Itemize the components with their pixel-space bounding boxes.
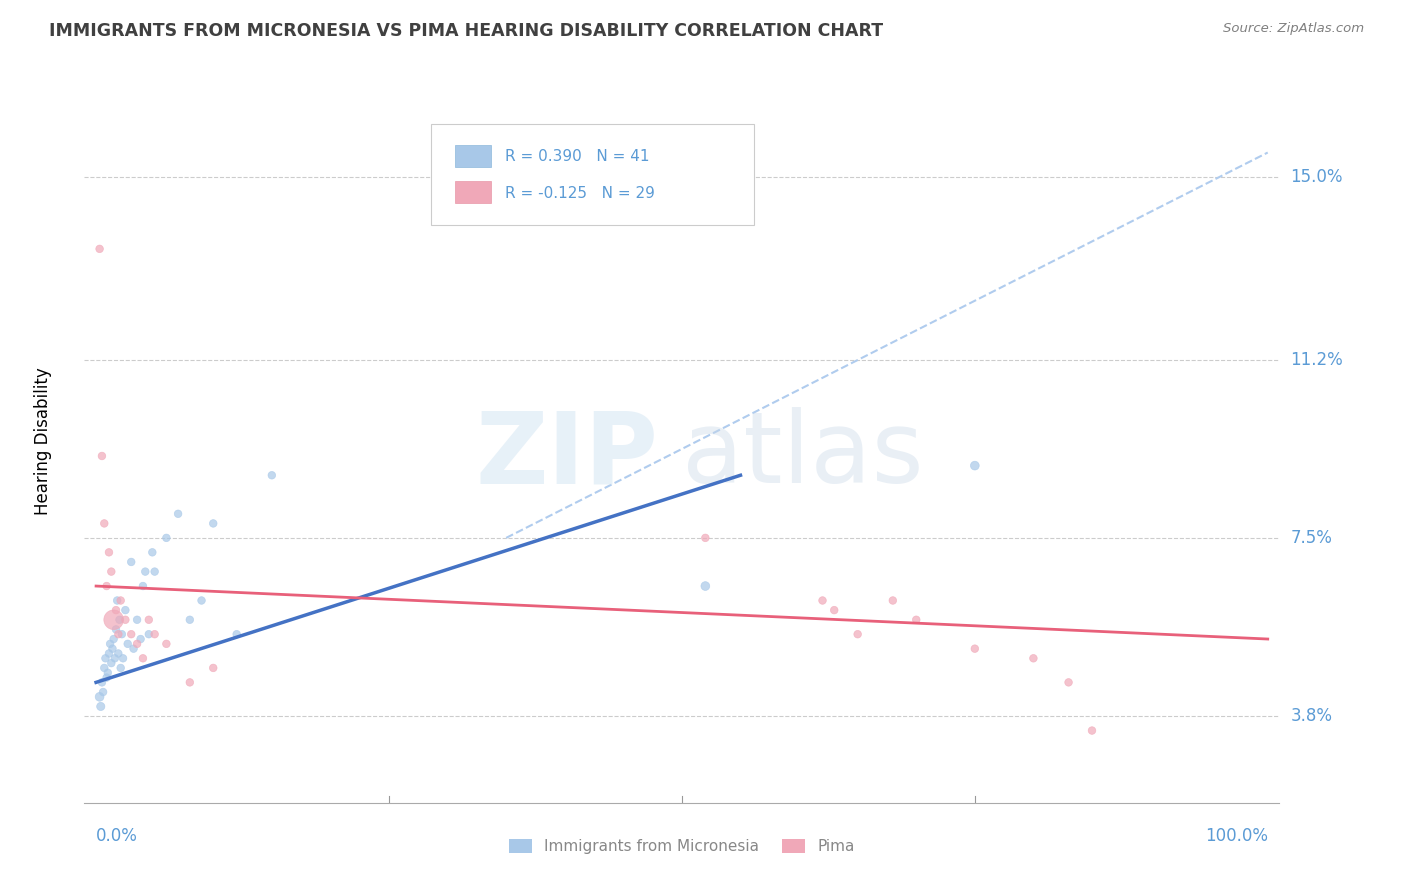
Point: [96, 671, 118, 685]
Point: [129, 632, 152, 646]
Point: [105, 603, 127, 617]
Point: [93, 516, 115, 531]
Point: [94, 651, 117, 665]
Point: [190, 593, 212, 607]
Point: [112, 651, 135, 665]
Point: [963, 458, 986, 473]
Point: [105, 593, 128, 607]
Point: [91, 685, 114, 699]
Text: 15.0%: 15.0%: [1291, 168, 1343, 186]
Point: [225, 627, 247, 641]
Point: [695, 579, 717, 593]
Point: [138, 613, 160, 627]
Point: [134, 565, 156, 579]
Text: atlas: atlas: [682, 408, 924, 505]
Point: [96, 579, 118, 593]
Point: [202, 661, 225, 675]
Point: [114, 603, 136, 617]
Point: [89, 242, 111, 256]
Point: [179, 675, 201, 690]
Point: [107, 627, 129, 641]
FancyBboxPatch shape: [432, 124, 754, 225]
Point: [179, 613, 201, 627]
Point: [127, 637, 149, 651]
Point: [811, 593, 834, 607]
Point: [963, 641, 986, 656]
Point: [1081, 723, 1104, 738]
Point: [90, 699, 112, 714]
Point: [114, 613, 136, 627]
Text: 100.0%: 100.0%: [1205, 827, 1268, 845]
Point: [93, 661, 115, 675]
Point: [101, 641, 124, 656]
Point: [882, 593, 904, 607]
Point: [132, 579, 155, 593]
Point: [1057, 675, 1080, 690]
Point: [155, 531, 177, 545]
Text: IMMIGRANTS FROM MICRONESIA VS PIMA HEARING DISABILITY CORRELATION CHART: IMMIGRANTS FROM MICRONESIA VS PIMA HEARI…: [49, 22, 883, 40]
Point: [117, 637, 139, 651]
Point: [98, 647, 120, 661]
Point: [905, 613, 928, 627]
Point: [98, 637, 121, 651]
Text: R = -0.125   N = 29: R = -0.125 N = 29: [505, 186, 655, 202]
Bar: [456, 181, 491, 203]
Point: [120, 555, 142, 569]
Legend: Immigrants from Micronesia, Pima: Immigrants from Micronesia, Pima: [503, 833, 860, 860]
Point: [105, 623, 127, 637]
Text: 0.0%: 0.0%: [96, 827, 138, 845]
Point: [132, 651, 155, 665]
Point: [122, 641, 145, 656]
Point: [138, 627, 160, 641]
Point: [167, 507, 190, 521]
Text: 7.5%: 7.5%: [1291, 529, 1333, 547]
Point: [90, 675, 114, 690]
Point: [103, 613, 125, 627]
Point: [104, 651, 127, 665]
Bar: [456, 145, 491, 167]
Point: [97, 665, 120, 680]
Point: [823, 603, 845, 617]
Point: [695, 531, 717, 545]
Point: [1022, 651, 1045, 665]
Point: [103, 632, 125, 646]
Point: [110, 593, 132, 607]
Point: [127, 613, 149, 627]
Point: [100, 656, 122, 670]
Text: Source: ZipAtlas.com: Source: ZipAtlas.com: [1223, 22, 1364, 36]
Text: 3.8%: 3.8%: [1291, 707, 1333, 725]
Point: [143, 627, 166, 641]
Point: [846, 627, 869, 641]
Point: [108, 613, 131, 627]
Point: [143, 565, 166, 579]
Point: [111, 627, 134, 641]
Point: [110, 661, 132, 675]
Point: [90, 449, 114, 463]
Point: [155, 637, 177, 651]
Point: [100, 565, 122, 579]
Point: [98, 545, 120, 559]
Point: [89, 690, 111, 704]
Point: [202, 516, 225, 531]
Text: R = 0.390   N = 41: R = 0.390 N = 41: [505, 149, 650, 164]
Text: 11.2%: 11.2%: [1291, 351, 1343, 368]
Point: [260, 468, 283, 483]
Text: Hearing Disability: Hearing Disability: [34, 368, 52, 516]
Point: [141, 545, 163, 559]
Point: [120, 627, 142, 641]
Point: [107, 647, 129, 661]
Text: ZIP: ZIP: [475, 408, 658, 505]
